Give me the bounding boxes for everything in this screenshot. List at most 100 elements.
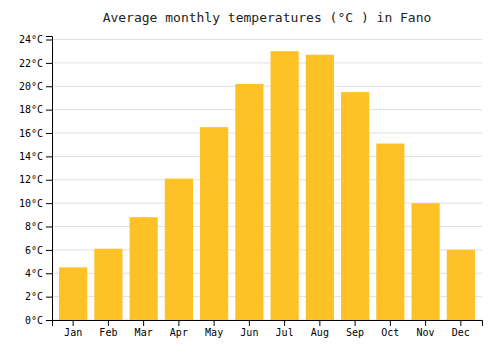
x-tick-label: Mar xyxy=(135,327,153,338)
y-tick-label: 10°C xyxy=(19,198,43,209)
x-tick-mark xyxy=(460,320,461,326)
y-tick-label: 12°C xyxy=(19,174,43,185)
x-tick-label: Aug xyxy=(311,327,329,338)
y-tick-label: 16°C xyxy=(19,128,43,139)
x-tick-label: Jan xyxy=(64,327,82,338)
x-tick: May xyxy=(205,320,223,338)
grid-line xyxy=(52,62,482,63)
y-tick-label: 2°C xyxy=(25,291,43,302)
x-tick-mark xyxy=(284,320,285,326)
y-tick: 24°C xyxy=(19,34,52,45)
y-tick-mark xyxy=(46,320,52,321)
y-tick-mark xyxy=(46,110,52,111)
y-tick: 14°C xyxy=(19,151,52,162)
x-tick: Apr xyxy=(170,320,188,338)
y-tick: 16°C xyxy=(19,128,52,139)
y-tick: 8°C xyxy=(25,221,52,232)
x-tick-mark xyxy=(73,320,74,326)
y-tick-label: 20°C xyxy=(19,81,43,92)
y-tick: 4°C xyxy=(25,268,52,279)
x-tick: Feb xyxy=(99,320,117,338)
x-tick: Sep xyxy=(346,320,364,338)
y-tick: 10°C xyxy=(19,198,52,209)
bar xyxy=(271,51,299,320)
y-tick-mark xyxy=(46,156,52,157)
y-tick-label: 8°C xyxy=(25,221,43,232)
y-axis-line xyxy=(46,37,53,321)
y-tick: 2°C xyxy=(25,291,52,302)
y-tick-mark xyxy=(46,250,52,251)
y-tick-mark xyxy=(46,203,52,204)
x-tick-mark xyxy=(319,320,320,326)
y-tick-label: 6°C xyxy=(25,245,43,256)
bar xyxy=(130,217,158,320)
x-tick: Jul xyxy=(276,320,294,338)
y-tick-label: 22°C xyxy=(19,58,43,69)
x-axis: Jan Feb Mar Apr May Jun Jul Aug Sep Oct Nov Dec xyxy=(53,320,483,338)
x-tick: Aug xyxy=(311,320,329,338)
bar xyxy=(235,84,263,320)
bar xyxy=(376,144,404,320)
x-tick-label: Sep xyxy=(346,327,364,338)
x-tick-mark xyxy=(425,320,426,326)
x-tick: Jun xyxy=(240,320,258,338)
chart: 0°C 2°C 4°C 6°C 8°C 10°C 12°C 14°C 16°C 18°C 20°C 2… xyxy=(0,0,500,350)
bar xyxy=(59,267,87,320)
x-tick: Oct xyxy=(381,320,399,338)
bar xyxy=(94,249,122,320)
grid-line xyxy=(52,156,482,157)
grid xyxy=(52,40,482,320)
y-tick-mark xyxy=(46,297,52,298)
x-tick-label: Apr xyxy=(170,327,188,338)
x-tick: Mar xyxy=(135,320,153,338)
grid-line xyxy=(52,39,482,40)
y-tick-mark xyxy=(46,40,52,41)
bar xyxy=(447,250,475,320)
y-tick-label: 0°C xyxy=(25,315,43,326)
bar xyxy=(200,127,228,320)
bar xyxy=(341,92,369,320)
x-tick-label: Nov xyxy=(417,327,435,338)
x-tick-label: Feb xyxy=(99,327,117,338)
y-tick: 22°C xyxy=(19,58,52,69)
plot: 0°C 2°C 4°C 6°C 8°C 10°C 12°C 14°C 16°C 18°C 20°C 2… xyxy=(19,34,483,338)
y-tick-label: 24°C xyxy=(19,34,43,45)
x-tick-mark xyxy=(249,320,250,326)
x-tick-label: May xyxy=(205,327,223,338)
x-tick-mark xyxy=(143,320,144,326)
y-tick-mark xyxy=(46,86,52,87)
y-tick-mark xyxy=(46,273,52,274)
bar xyxy=(306,55,334,320)
x-tick-mark xyxy=(178,320,179,326)
x-axis-line xyxy=(53,321,483,327)
grid-line xyxy=(52,179,482,180)
x-tick: Dec xyxy=(452,320,470,338)
x-tick-mark xyxy=(108,320,109,326)
y-tick-label: 18°C xyxy=(19,104,43,115)
grid-line xyxy=(52,86,482,87)
x-tick-mark xyxy=(214,320,215,326)
x-tick-mark xyxy=(355,320,356,326)
y-tick-mark xyxy=(46,180,52,181)
y-tick-label: 4°C xyxy=(25,268,43,279)
y-tick: 0°C xyxy=(25,315,52,326)
grid-line xyxy=(52,109,482,110)
x-tick-label: Jul xyxy=(276,327,294,338)
x-tick-label: Jun xyxy=(240,327,258,338)
bars xyxy=(59,51,475,320)
y-axis: 0°C 2°C 4°C 6°C 8°C 10°C 12°C 14°C 16°C 18°C 20°C 2… xyxy=(19,34,53,325)
y-tick: 6°C xyxy=(25,245,52,256)
x-tick-label: Oct xyxy=(381,327,399,338)
y-tick-mark xyxy=(46,133,52,134)
y-tick: 12°C xyxy=(19,174,52,185)
x-tick-label: Dec xyxy=(452,327,470,338)
title: Average monthly temperatures (°C ) in Fa… xyxy=(103,10,432,25)
bar xyxy=(412,203,440,320)
x-tick: Jan xyxy=(64,320,82,338)
y-tick: 18°C xyxy=(19,104,52,115)
x-tick: Nov xyxy=(417,320,435,338)
y-tick-label: 14°C xyxy=(19,151,43,162)
x-tick-mark xyxy=(390,320,391,326)
y-tick-mark xyxy=(46,63,52,64)
y-tick: 20°C xyxy=(19,81,52,92)
